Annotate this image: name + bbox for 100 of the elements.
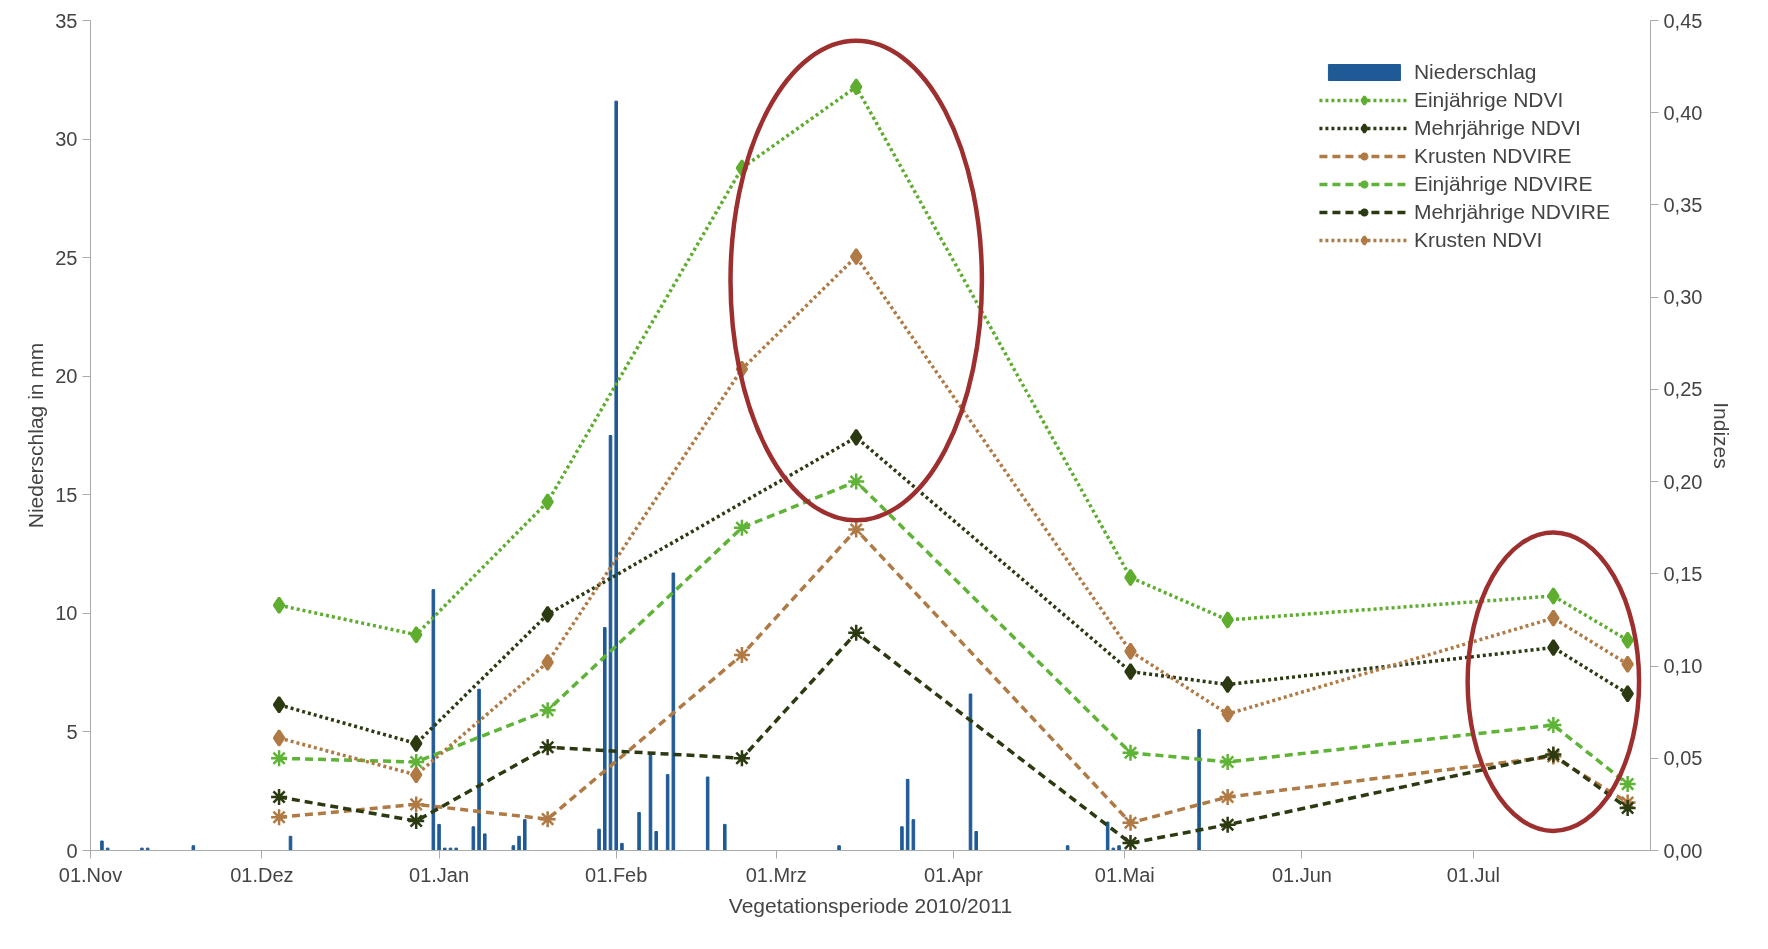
legend-label: Krusten NDVIRE bbox=[1413, 144, 1572, 168]
bar bbox=[837, 845, 841, 851]
bar bbox=[1197, 729, 1201, 851]
point bbox=[272, 729, 286, 747]
point bbox=[1547, 609, 1560, 627]
x-tick-label: 01.Feb bbox=[585, 863, 648, 886]
point bbox=[849, 247, 863, 266]
bar bbox=[614, 100, 618, 851]
point bbox=[849, 78, 863, 96]
point bbox=[1218, 787, 1237, 807]
point bbox=[406, 795, 426, 814]
bar bbox=[603, 627, 607, 851]
bar bbox=[140, 847, 144, 851]
x-tick-label: 01.Jan bbox=[409, 863, 470, 886]
y2-tick-label: 0,10 bbox=[1663, 655, 1703, 678]
bar bbox=[437, 823, 441, 851]
bar bbox=[471, 826, 476, 851]
bar bbox=[448, 847, 453, 851]
x-tick-label: 01.Nov bbox=[58, 863, 123, 886]
legend-label: Mehrjährige NDVI bbox=[1413, 116, 1581, 140]
point bbox=[1221, 705, 1234, 723]
point bbox=[269, 787, 289, 807]
bar bbox=[900, 826, 904, 851]
bar bbox=[483, 833, 487, 851]
bar bbox=[517, 835, 521, 851]
point bbox=[1547, 587, 1560, 605]
bar bbox=[705, 776, 710, 851]
y-tick-label: 0 bbox=[66, 839, 78, 862]
bar bbox=[105, 847, 110, 851]
point bbox=[1121, 743, 1140, 762]
y2-tick-label: 0,25 bbox=[1663, 378, 1703, 401]
legend-label: Einjährige NDVIRE bbox=[1413, 172, 1593, 196]
bar bbox=[431, 589, 436, 851]
y-tick-label: 15 bbox=[55, 483, 78, 506]
y2-tick-label: 0,40 bbox=[1663, 101, 1703, 124]
bar bbox=[511, 845, 516, 851]
point bbox=[849, 428, 863, 447]
bar bbox=[454, 847, 458, 851]
point bbox=[1544, 715, 1563, 735]
point bbox=[272, 596, 286, 614]
point bbox=[409, 625, 423, 644]
point bbox=[1218, 752, 1237, 772]
y-tick-label: 25 bbox=[55, 246, 78, 269]
bar bbox=[477, 688, 481, 851]
bar bbox=[100, 840, 104, 851]
bar bbox=[637, 812, 641, 851]
y2-tick-label: 0,05 bbox=[1663, 747, 1703, 770]
x-tick-label: 01.Jul bbox=[1446, 863, 1501, 886]
point bbox=[538, 737, 557, 757]
bar bbox=[523, 819, 527, 851]
y2-axis-title: Indizes bbox=[1710, 402, 1734, 469]
x-tick-label: 01.Dez bbox=[230, 863, 294, 886]
point bbox=[1121, 813, 1140, 833]
point bbox=[1621, 631, 1634, 649]
y2-tick-label: 0,30 bbox=[1663, 286, 1703, 309]
y-axis-title: Niederschlag in mm bbox=[24, 342, 48, 529]
bar bbox=[974, 831, 978, 851]
x-tick-label: 01.Jun bbox=[1271, 863, 1332, 886]
point bbox=[1221, 611, 1234, 629]
point bbox=[1618, 798, 1637, 818]
bar bbox=[1117, 845, 1121, 851]
y-tick-label: 5 bbox=[66, 720, 78, 743]
point bbox=[732, 749, 752, 768]
bar bbox=[620, 842, 624, 851]
point bbox=[1218, 815, 1237, 834]
y2-tick-label: 0,15 bbox=[1663, 562, 1703, 585]
point bbox=[1621, 655, 1634, 673]
point bbox=[272, 696, 286, 714]
bar bbox=[443, 847, 447, 851]
bar bbox=[654, 831, 658, 851]
point bbox=[732, 518, 752, 537]
y-tick-label: 30 bbox=[55, 128, 78, 151]
point bbox=[269, 749, 289, 768]
legend-label: Einjährige NDVI bbox=[1413, 88, 1564, 112]
bar bbox=[597, 828, 601, 851]
y2-tick-label: 0,35 bbox=[1663, 193, 1703, 216]
legend-label: Mehrjährige NDVIRE bbox=[1413, 200, 1610, 224]
bar bbox=[145, 847, 150, 851]
point bbox=[846, 520, 866, 539]
y-tick-label: 20 bbox=[55, 365, 78, 388]
point bbox=[541, 493, 554, 511]
point bbox=[846, 472, 866, 491]
point bbox=[409, 734, 423, 753]
point bbox=[1121, 833, 1140, 851]
legend-label: Niederschlag bbox=[1413, 60, 1537, 84]
bar bbox=[191, 845, 196, 851]
point bbox=[732, 645, 752, 665]
y2-tick-label: 0,45 bbox=[1663, 9, 1703, 32]
bar bbox=[1065, 845, 1070, 851]
x-tick-label: 01.Mai bbox=[1094, 863, 1155, 886]
x-tick-label: 01.Apr bbox=[923, 863, 984, 886]
y-tick-label: 10 bbox=[55, 602, 78, 625]
point bbox=[846, 623, 866, 643]
legend-label: Krusten NDVI bbox=[1413, 228, 1543, 252]
x-axis-title: Vegetationsperiode 2010/2011 bbox=[728, 893, 1013, 917]
point bbox=[406, 811, 426, 831]
y2-tick-label: 0,20 bbox=[1663, 470, 1703, 493]
x-tick-label: 01.Mrz bbox=[745, 863, 807, 886]
y2-tick-label: 0,00 bbox=[1663, 839, 1703, 862]
y-tick-label: 35 bbox=[55, 9, 78, 32]
